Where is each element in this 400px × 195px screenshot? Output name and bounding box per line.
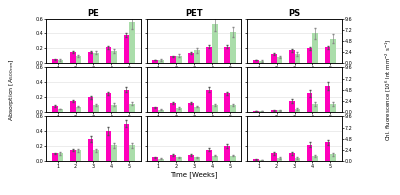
Bar <box>176 157 182 161</box>
Bar <box>158 110 164 112</box>
Bar <box>325 47 330 63</box>
Bar <box>271 110 277 112</box>
Bar <box>277 57 282 63</box>
Bar <box>129 145 135 161</box>
Text: Chl. fluorescence [10$^6$ Int mm$^{-2}$ s$^{-1}$]: Chl. fluorescence [10$^6$ Int mm$^{-2}$ … <box>383 38 393 141</box>
Bar <box>124 124 129 161</box>
Bar <box>194 157 200 161</box>
Bar <box>294 54 300 63</box>
Bar <box>253 60 259 63</box>
Bar <box>277 158 282 161</box>
Bar <box>188 155 194 161</box>
Bar <box>129 22 135 63</box>
Bar <box>94 53 99 63</box>
Bar <box>224 93 230 112</box>
Bar <box>224 146 230 161</box>
Bar <box>70 150 76 161</box>
Bar <box>52 59 58 63</box>
Bar <box>230 105 236 112</box>
Bar <box>277 110 282 112</box>
Bar <box>88 139 94 161</box>
Bar <box>271 153 277 161</box>
Bar <box>289 101 294 112</box>
Bar <box>289 50 294 63</box>
Bar <box>58 60 63 63</box>
Bar <box>76 56 81 63</box>
Bar <box>152 60 158 63</box>
Bar <box>259 111 264 112</box>
Bar <box>253 111 259 112</box>
Bar <box>271 54 277 63</box>
Bar <box>188 103 194 112</box>
Bar <box>330 39 336 63</box>
Bar <box>188 53 194 63</box>
Bar <box>206 150 212 161</box>
Title: PS: PS <box>288 9 301 18</box>
Bar <box>230 32 236 63</box>
Bar <box>176 56 182 63</box>
Bar <box>152 107 158 112</box>
Bar <box>124 90 129 112</box>
Bar <box>76 151 81 161</box>
Bar <box>176 108 182 112</box>
Bar <box>224 47 230 63</box>
Bar <box>194 50 200 63</box>
Bar <box>111 145 117 161</box>
Bar <box>111 105 117 112</box>
Bar <box>253 159 259 161</box>
Bar <box>70 101 76 112</box>
Bar <box>330 154 336 161</box>
Bar <box>58 109 63 112</box>
Bar <box>106 131 111 161</box>
Bar <box>124 35 129 63</box>
Bar <box>312 33 318 63</box>
Bar <box>194 107 200 112</box>
Bar <box>289 153 294 161</box>
Bar <box>212 105 218 112</box>
Bar <box>325 86 330 112</box>
Bar <box>206 47 212 63</box>
Bar <box>206 90 212 112</box>
Bar <box>294 158 300 161</box>
Bar <box>170 56 176 63</box>
Bar <box>230 156 236 161</box>
Title: PET: PET <box>185 9 203 18</box>
Bar <box>307 93 312 112</box>
Bar <box>325 142 330 161</box>
Bar <box>312 156 318 161</box>
Bar <box>88 97 94 112</box>
Bar <box>106 47 111 63</box>
Bar <box>52 106 58 112</box>
Bar <box>158 159 164 161</box>
X-axis label: Time [Weeks]: Time [Weeks] <box>170 171 218 178</box>
Bar <box>70 52 76 63</box>
Title: PE: PE <box>88 9 99 18</box>
Bar <box>212 156 218 161</box>
Bar <box>312 104 318 112</box>
Bar <box>158 60 164 63</box>
Bar <box>76 107 81 112</box>
Bar <box>58 153 63 161</box>
Bar <box>259 160 264 161</box>
Bar <box>170 103 176 112</box>
Bar <box>152 157 158 161</box>
Bar <box>307 48 312 63</box>
Bar <box>129 104 135 112</box>
Bar <box>212 24 218 63</box>
Text: Absorption [A$_{500\,nm}$]: Absorption [A$_{500\,nm}$] <box>8 58 16 121</box>
Bar <box>94 105 99 112</box>
Bar <box>52 153 58 161</box>
Bar <box>259 61 264 63</box>
Bar <box>170 155 176 161</box>
Bar <box>94 151 99 161</box>
Bar <box>88 52 94 63</box>
Bar <box>307 144 312 161</box>
Bar <box>106 93 111 112</box>
Bar <box>111 51 117 63</box>
Bar <box>330 104 336 112</box>
Bar <box>294 109 300 112</box>
